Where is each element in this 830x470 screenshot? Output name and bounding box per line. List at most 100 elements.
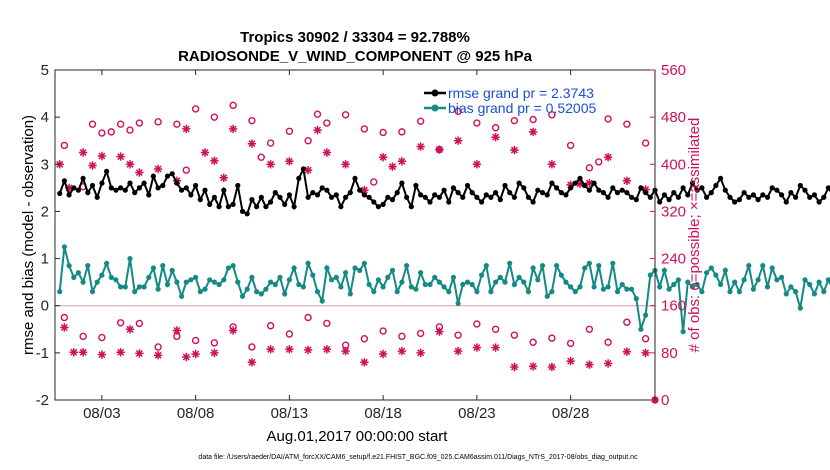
bias-point (600, 286, 607, 292)
obs-possible-marker (604, 338, 612, 346)
y-right-tick-label: 160 (661, 298, 686, 315)
obs-possible-marker (88, 120, 97, 128)
obs-assimilated-marker (566, 180, 575, 190)
obs-possible-marker (135, 319, 144, 328)
bias-point (708, 265, 714, 271)
bias-point (422, 281, 428, 288)
bias-point (750, 286, 757, 292)
rmse-point (324, 187, 330, 193)
rmse-point (582, 182, 588, 189)
obs-possible-marker (595, 158, 603, 166)
legend: rmse grand pr = 2.3743 bias grand pr = 0… (424, 85, 596, 116)
obs-possible-marker (257, 153, 265, 161)
rmse-point (319, 185, 325, 191)
bias-point (329, 277, 335, 283)
bias-point (338, 284, 344, 290)
bias-point (89, 289, 96, 295)
rmse-point (404, 194, 410, 200)
rmse-point (329, 194, 335, 200)
bias-point (483, 263, 489, 269)
legend-rmse-marker (431, 89, 439, 97)
bias-point (286, 277, 292, 283)
rmse-point (793, 194, 799, 200)
rmse-point (502, 182, 508, 189)
bias-point (779, 274, 785, 280)
rmse-point (591, 180, 597, 186)
bias-point (230, 263, 236, 269)
obs-possible-marker (585, 325, 594, 333)
bias-point (132, 289, 138, 295)
rmse-point (535, 187, 541, 193)
bias-point (155, 286, 161, 292)
rmse-point (689, 180, 696, 186)
bias-point (207, 277, 213, 283)
obs-assimilated-marker (622, 176, 632, 185)
bias-point (174, 279, 180, 285)
bias-point (493, 279, 499, 285)
legend-bias-label: bias grand pr = 0.52005 (448, 100, 596, 116)
rmse-point (605, 194, 611, 200)
obs-possible-marker (285, 127, 294, 135)
obs-assimilated-marker (125, 325, 135, 334)
bias-point (657, 284, 663, 290)
rmse-point (338, 204, 344, 210)
bias-point (197, 289, 203, 295)
rmse-point (619, 187, 625, 193)
bias-point (150, 265, 156, 271)
bias-point (582, 265, 588, 271)
bias-point (300, 284, 306, 290)
rmse-point (624, 190, 630, 196)
rmse-point (497, 197, 503, 203)
rmse-point (746, 194, 752, 200)
obs-assimilated-marker (435, 327, 444, 336)
rmse-point (511, 194, 517, 200)
rmse-point (99, 180, 105, 186)
bias-point (61, 244, 67, 250)
rmse-point (150, 173, 156, 179)
bias-point (127, 256, 133, 262)
bias-point (722, 267, 728, 273)
obs-possible-marker (60, 141, 69, 150)
bias-point (122, 284, 128, 290)
obs-assimilated-marker (182, 124, 191, 134)
rmse-point (277, 194, 283, 200)
bias-point (404, 263, 410, 269)
rmse-point (207, 201, 213, 207)
obs-assimilated-marker (219, 173, 228, 182)
bias-point (183, 279, 189, 285)
obs-count-markers (55, 101, 659, 404)
rmse-point (568, 185, 574, 191)
rmse-point (263, 204, 269, 210)
rmse-point (544, 192, 550, 198)
bias-point (718, 281, 724, 288)
obs-assimilated-marker (528, 127, 538, 137)
obs-possible-marker (454, 107, 462, 115)
bias-point (502, 279, 508, 285)
rmse-point (643, 190, 649, 196)
obs-assimilated-marker (491, 133, 500, 142)
bias-point (202, 286, 208, 292)
bias-point (568, 284, 574, 290)
obs-assimilated-marker (247, 358, 257, 367)
bias-point (389, 267, 396, 273)
rmse-point (314, 192, 321, 198)
rmse-point (413, 182, 419, 189)
chart-title-line1: Tropics 30902 / 33304 = 92.788% (240, 29, 470, 46)
obs-assimilated-marker (135, 349, 144, 358)
x-tick-label: 08/18 (364, 405, 402, 422)
rmse-point (141, 180, 147, 186)
obs-assimilated-marker (153, 164, 163, 174)
obs-assimilated-marker (341, 160, 350, 169)
rmse-point (352, 175, 358, 181)
obs-possible-marker (313, 110, 322, 118)
obs-assimilated-marker (566, 356, 575, 366)
obs-assimilated-marker (88, 161, 97, 170)
obs-possible-marker (370, 178, 378, 186)
bias-point (704, 270, 710, 276)
bias-point (71, 274, 77, 280)
y-right-tick-label: 400 (661, 156, 686, 173)
bias-point (516, 274, 522, 280)
obs-possible-marker (154, 118, 162, 126)
bias-point (638, 326, 644, 332)
obs-assimilated-marker (378, 153, 388, 162)
